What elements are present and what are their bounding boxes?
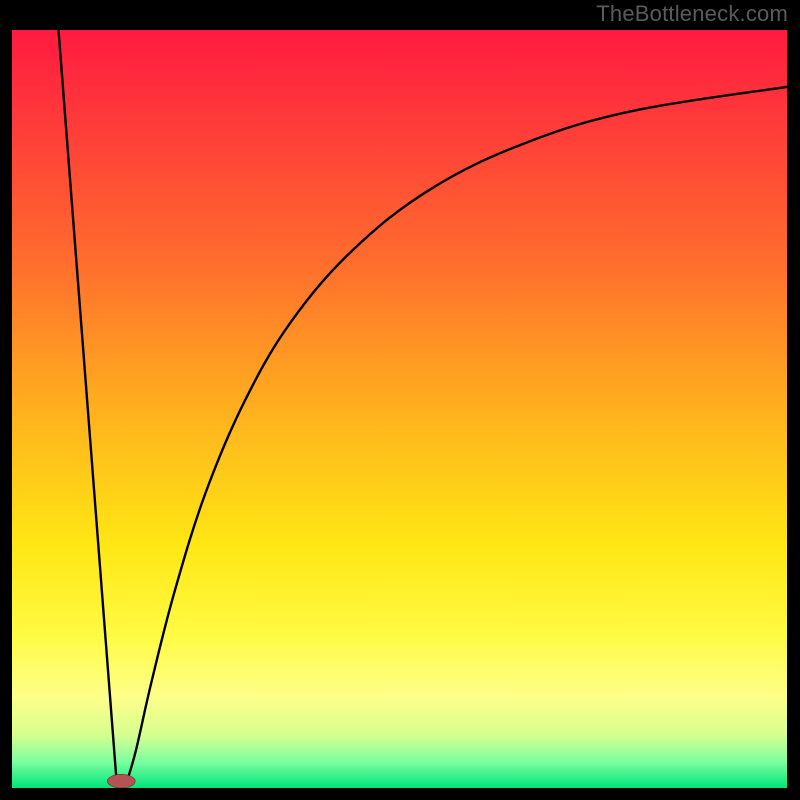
chart-container: TheBottleneck.com <box>0 0 800 800</box>
chart-svg <box>12 30 787 788</box>
plot-area <box>12 30 787 788</box>
watermark-text: TheBottleneck.com <box>596 0 788 28</box>
